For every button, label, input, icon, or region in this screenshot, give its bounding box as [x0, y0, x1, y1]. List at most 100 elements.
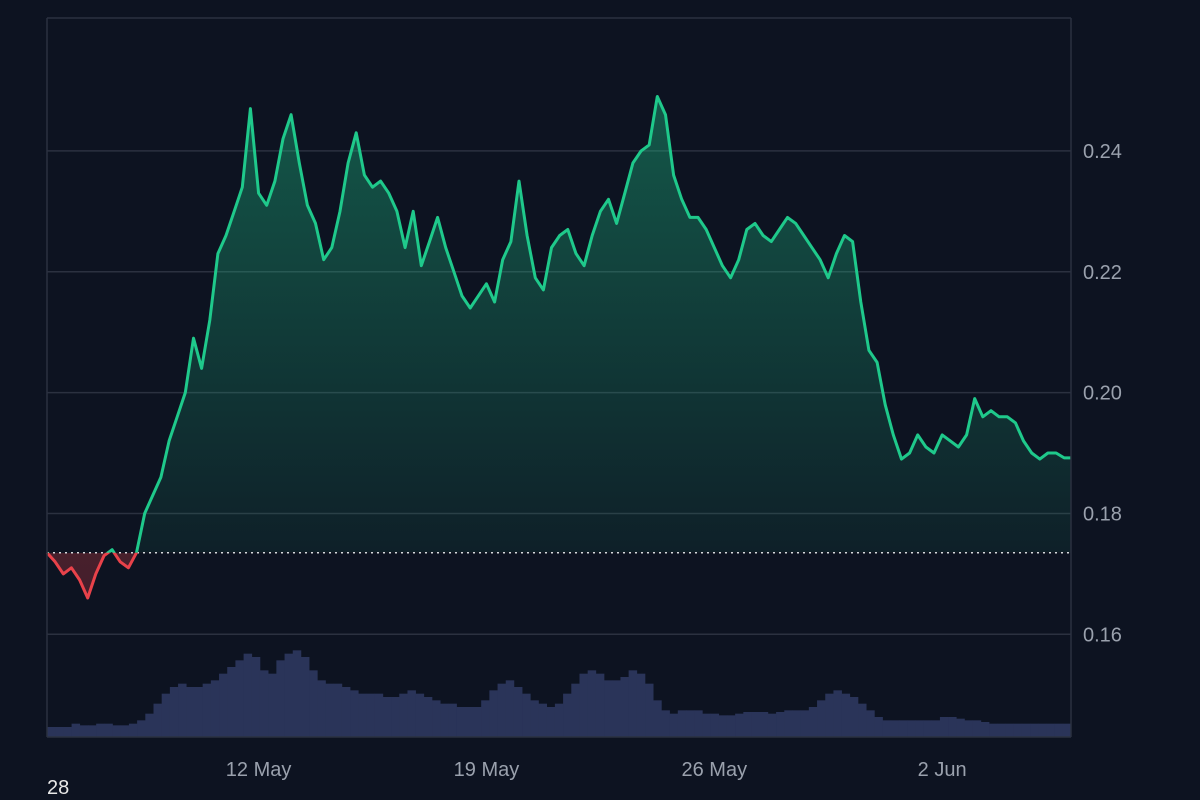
volume-bar — [858, 703, 867, 737]
volume-bar — [358, 693, 367, 737]
volume-bar — [415, 693, 425, 737]
price-line-up — [46, 95, 1071, 553]
volume-bar — [71, 723, 81, 737]
volume-bar — [915, 720, 924, 737]
volume-bar — [333, 683, 343, 737]
volume-bar — [653, 700, 662, 737]
volume-bar — [563, 693, 572, 737]
x-tick-label: 2 Jun — [918, 759, 967, 781]
volume-bar — [1021, 723, 1031, 737]
volume-bar — [325, 683, 335, 737]
volume-bar — [882, 720, 892, 737]
volume-bar — [554, 703, 564, 737]
volume-bar — [759, 712, 769, 737]
volume-bar — [423, 697, 433, 737]
volume-bar — [767, 713, 777, 737]
volume-bar — [505, 680, 515, 737]
volume-bar — [645, 683, 654, 737]
volume-bar — [87, 725, 97, 737]
y-tick-label: 0.16 — [1083, 624, 1122, 646]
volume-bar — [620, 677, 629, 737]
volume-bar — [137, 720, 146, 737]
volume-bar — [161, 693, 171, 737]
volume-bar — [604, 680, 613, 737]
volume-bar — [55, 727, 64, 737]
volume-bar — [47, 727, 56, 737]
volume-bar — [743, 712, 752, 737]
volume-bar — [63, 727, 72, 737]
volume-bar — [751, 712, 761, 737]
volume-bar — [817, 700, 826, 737]
volume-bar — [948, 717, 957, 737]
volume-bar — [284, 653, 294, 737]
volume-bar — [178, 683, 187, 737]
volume-bar — [923, 720, 933, 737]
volume-bar — [792, 710, 801, 737]
volume-bar — [79, 725, 89, 737]
volume-bar — [440, 703, 449, 737]
y-axis-ticks: 0.24 0.22 0.20 0.18 0.16 — [1083, 141, 1122, 646]
y-tick-label: 0.24 — [1083, 141, 1122, 163]
volume-bar — [235, 660, 244, 737]
volume-bar — [849, 697, 859, 737]
volume-bar — [1005, 723, 1014, 737]
volume-bar — [997, 723, 1006, 737]
x-tick-label: 19 May — [454, 759, 520, 781]
volume-bar — [112, 725, 122, 737]
volume-bar — [538, 703, 548, 737]
volume-bar — [243, 653, 253, 737]
volume-bar — [726, 715, 736, 737]
volume-bar — [194, 687, 203, 737]
volume-bar — [456, 707, 466, 737]
volume-bar — [259, 670, 269, 737]
volume-bar — [391, 697, 400, 737]
price-area-up — [47, 96, 1071, 553]
volume-bar — [489, 690, 498, 737]
volume-bar — [841, 693, 851, 737]
volume-bar — [374, 693, 384, 737]
volume-bar — [276, 660, 285, 737]
volume-bar — [96, 723, 105, 737]
volume-bar — [497, 683, 507, 737]
volume-bar — [964, 720, 973, 737]
volume-bar — [874, 717, 883, 737]
volume-bar — [219, 673, 228, 737]
volume-bar — [317, 680, 326, 737]
volume-bar — [898, 720, 908, 737]
volume-bar — [694, 710, 703, 737]
volume-bar — [268, 673, 277, 737]
y-tick-label: 0.18 — [1083, 503, 1122, 525]
volume-bar — [341, 687, 351, 737]
volume-bar — [186, 687, 195, 737]
volume-bar — [825, 693, 834, 737]
volume-bar — [481, 700, 490, 737]
volume-bar — [669, 713, 679, 737]
volume-bar — [685, 710, 695, 737]
volume-bar — [956, 718, 965, 737]
x-tick-label: 12 May — [226, 759, 292, 781]
volume-bar — [989, 723, 998, 737]
price-area-down — [47, 552, 137, 598]
y-tick-label: 0.20 — [1083, 383, 1122, 405]
volume-bar — [251, 657, 261, 737]
volume-bar — [784, 710, 793, 737]
volume-bar — [866, 710, 875, 737]
x-tick-label: 26 May — [681, 759, 747, 781]
volume-bar — [399, 693, 408, 737]
volume-bar — [366, 693, 375, 737]
volume-bar — [776, 712, 785, 737]
volume-bar — [464, 707, 474, 737]
volume-bar — [169, 687, 179, 737]
volume-bar — [309, 670, 318, 737]
volume-bar — [595, 673, 605, 737]
plot-frame — [46, 17, 1072, 738]
volume-bar — [432, 700, 441, 737]
volume-bar — [571, 683, 580, 737]
volume-bar — [300, 657, 310, 737]
volume-bar — [227, 667, 236, 737]
volume-bar — [833, 690, 842, 737]
volume-bar — [1038, 723, 1047, 737]
volume-bar — [128, 723, 138, 737]
